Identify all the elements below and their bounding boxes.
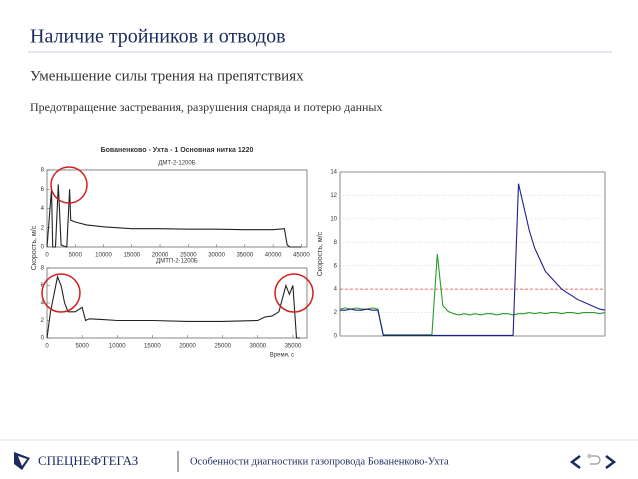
footer-logo: СПЕЦНЕФТЕГАЗ [38,453,138,468]
x-tick-label: 25000 [180,253,197,259]
x-tick-label: 0 [45,253,49,259]
chart-subtitle: ДМТП-2-1200Б [156,259,198,265]
x-tick-label: 10000 [109,344,126,350]
y-tick-label: 2 [334,310,338,316]
y-tick-label: 8 [41,266,45,272]
y-tick-label: 0 [41,336,45,342]
chart-subtitle: ДМТ-2-1200Б [158,161,195,167]
highlight-circle [274,273,314,313]
x-tick-label: 45000 [293,253,310,259]
y-tick-label: 6 [41,187,45,193]
y-tick-label: 4 [41,301,45,307]
slide-title: Наличие тройников и отводов [30,26,286,48]
nav-next[interactable] [605,455,617,469]
nav-prev[interactable] [569,455,581,469]
slide-subtitle: Уменьшение силы трения на препятствиях [30,68,304,84]
x-tick-label: 10000 [95,253,112,259]
y-tick-label: 2 [41,318,45,324]
series-line [339,253,606,336]
series-line [340,183,606,336]
y-tick-label: 6 [334,263,338,269]
x-tick-label: 30000 [208,253,225,259]
y-axis-label: Скорость, м/с [31,225,38,270]
footer-caption: Особенности диагностики газопровода Бова… [190,456,449,467]
y-tick-label: 2 [41,225,45,231]
x-tick-label: 20000 [152,253,169,259]
y-tick-label: 0 [41,245,45,251]
x-axis-label: Время, с [270,353,294,359]
y-tick-label: 10 [330,216,337,222]
x-tick-label: 30000 [249,344,266,350]
x-tick-label: 15000 [123,253,140,259]
y-tick-label: 8 [334,240,338,246]
x-tick-label: 20000 [179,344,196,350]
series-line [46,274,300,339]
x-tick-label: 35000 [236,253,253,259]
y-axis-label: Скорость, м/с [317,231,324,276]
x-tick-label: 15000 [144,344,161,350]
highlight-circle [50,166,88,204]
x-tick-label: 5000 [69,253,83,259]
y-tick-label: 8 [41,168,45,174]
nav-home[interactable] [587,453,601,465]
x-tick-label: 5000 [75,344,89,350]
y-tick-label: 14 [330,170,337,176]
y-tick-label: 12 [330,193,337,199]
y-tick-label: 4 [334,287,338,293]
logo-icon [14,452,30,470]
plot-frame [46,267,308,339]
y-tick-label: 0 [334,334,338,340]
y-tick-label: 4 [41,206,45,212]
x-tick-label: 40000 [265,253,282,259]
x-tick-label: 35000 [285,344,302,350]
slide-text: Предотвращение застревания, разрушения с… [30,100,382,114]
highlight-circle [41,273,81,313]
x-tick-label: 0 [45,344,49,350]
series-line [46,184,302,248]
plot-frame [46,169,308,248]
chart-title: Бованенково - Ухта - 1 Основная нитка 12… [101,147,254,154]
plot-frame [339,171,606,337]
x-tick-label: 25000 [214,344,231,350]
